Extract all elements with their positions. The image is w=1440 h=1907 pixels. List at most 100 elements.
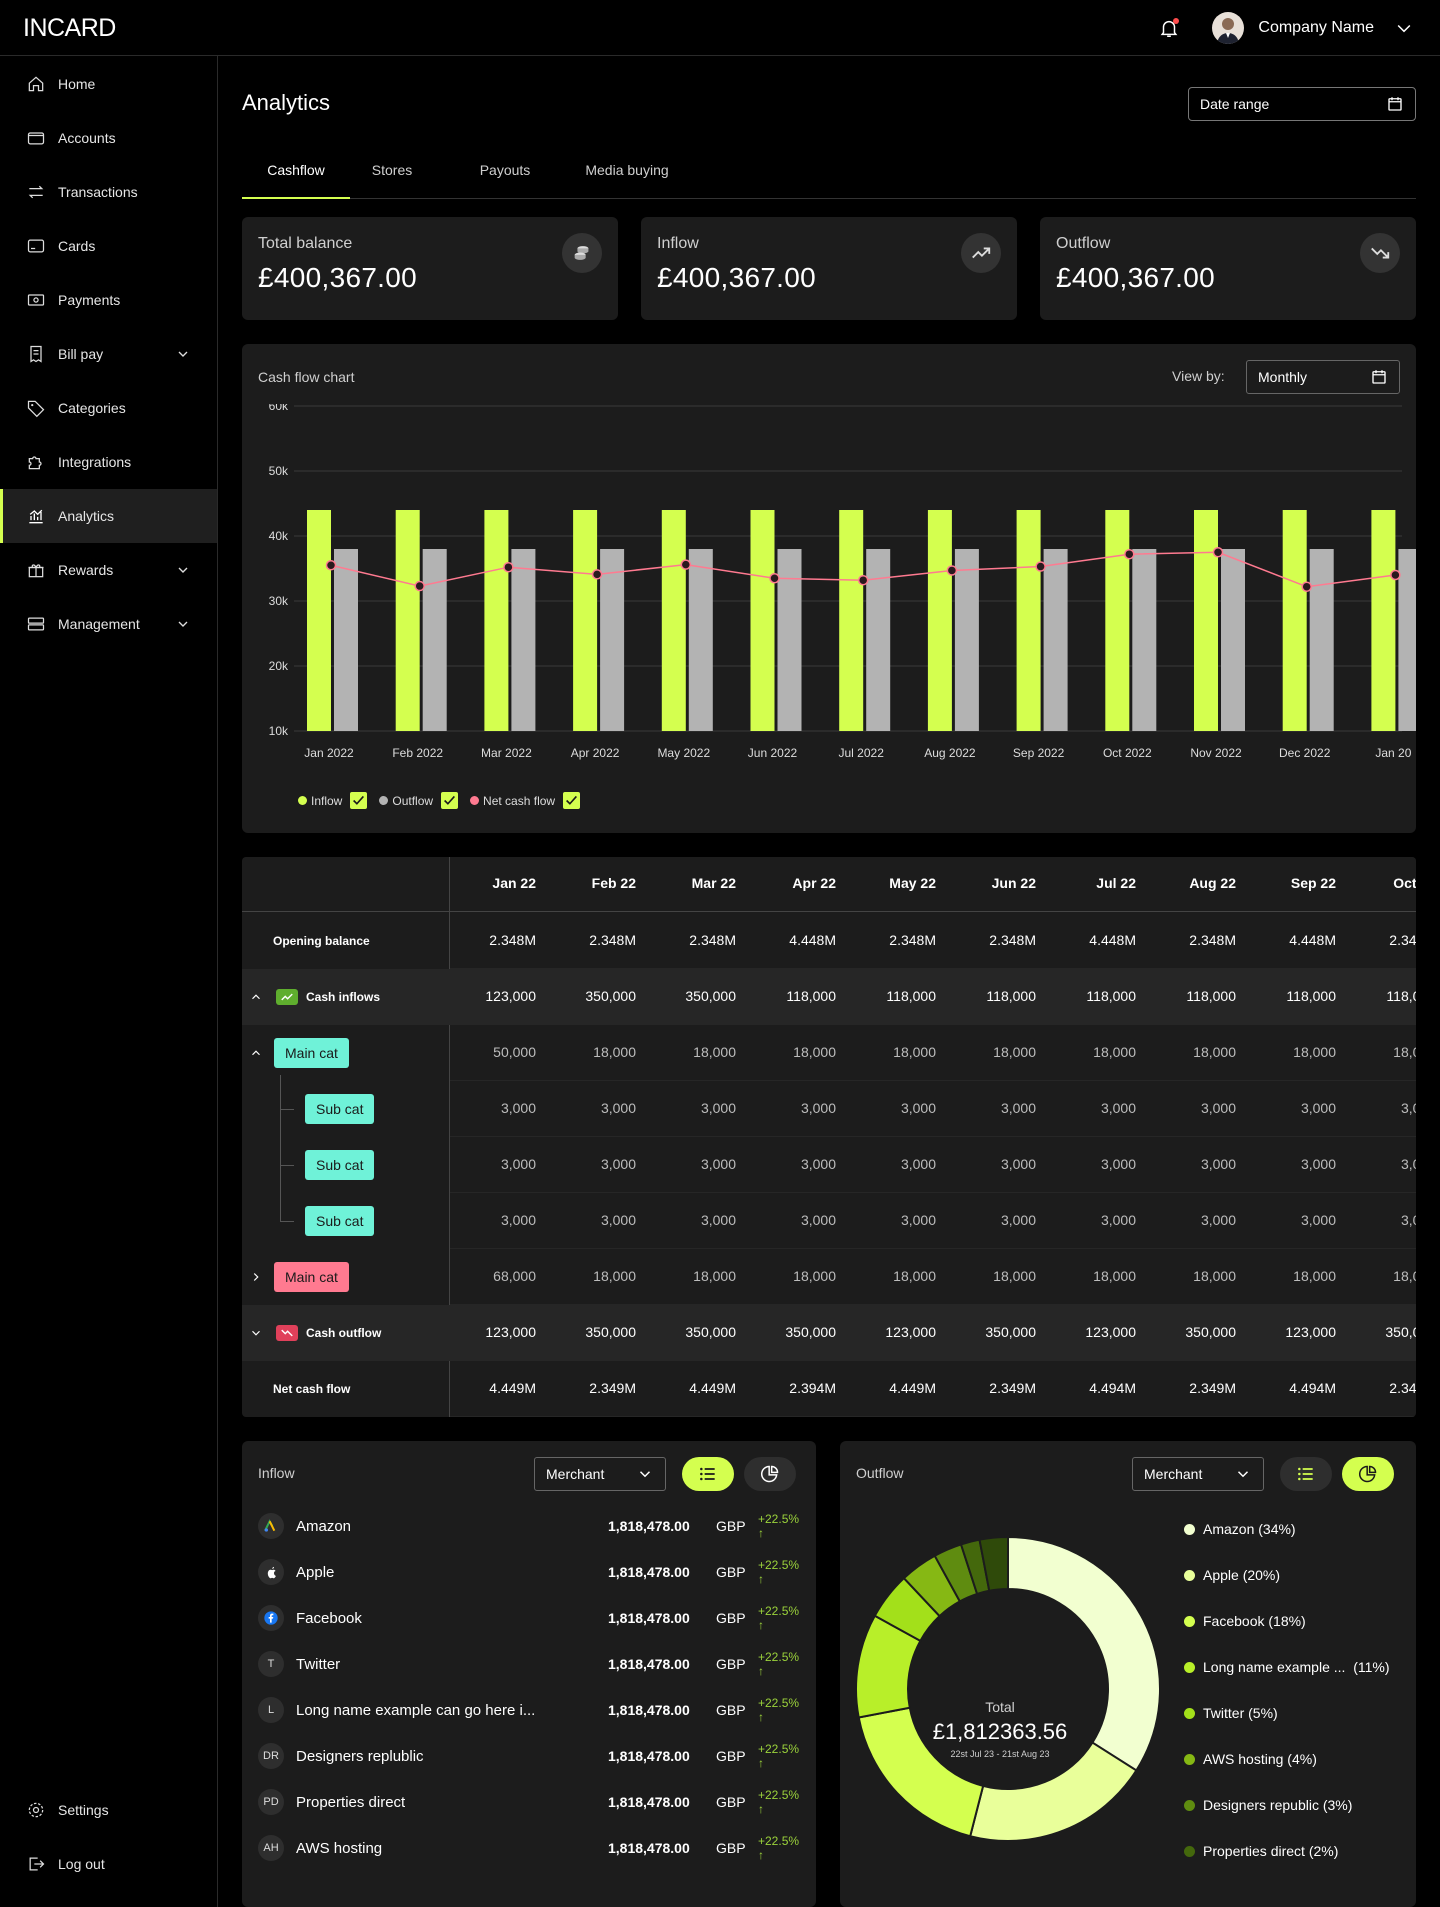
- outflow-merchant-select[interactable]: Merchant: [1132, 1457, 1264, 1491]
- table-cell: 123,000: [1085, 1324, 1136, 1340]
- category-pill[interactable]: Main cat: [274, 1262, 349, 1292]
- pie-view-toggle[interactable]: [1342, 1457, 1394, 1491]
- checkbox-checked-icon[interactable]: [350, 792, 368, 809]
- checkbox-checked-icon[interactable]: [563, 792, 581, 809]
- table-column-header[interactable]: May 22: [889, 875, 936, 891]
- tab-payouts[interactable]: Payouts: [479, 162, 531, 178]
- checkbox-checked-icon[interactable]: [441, 792, 459, 809]
- table-column-header[interactable]: Aug 22: [1189, 875, 1236, 891]
- bar-inflow: [750, 510, 775, 731]
- point-net-cash-flow: [946, 565, 958, 576]
- chevron-down-icon[interactable]: [175, 562, 191, 578]
- company-name[interactable]: Company Name: [1258, 19, 1374, 36]
- legend-item[interactable]: AWS hosting (4%): [1184, 1751, 1317, 1767]
- legend-inflow[interactable]: Inflow: [298, 792, 368, 809]
- legend-outflow[interactable]: Outflow: [379, 792, 459, 809]
- gear-icon: [28, 1802, 44, 1818]
- donut-slice[interactable]: [1007, 1535, 1160, 1772]
- notification-bell-icon[interactable]: [1158, 17, 1180, 39]
- category-pill[interactable]: Main cat: [274, 1038, 349, 1068]
- legend-item[interactable]: Apple (20%): [1184, 1567, 1280, 1583]
- table-cell: 18,000: [1093, 1044, 1136, 1060]
- list-item[interactable]: Facebook 1,818,478.00 GBP +22.5% ↑: [258, 1595, 799, 1641]
- category-pill[interactable]: Sub cat: [305, 1206, 375, 1236]
- chevron-up-icon[interactable]: [249, 1046, 263, 1060]
- table-column-header[interactable]: Mar 22: [691, 875, 736, 891]
- avatar[interactable]: [1212, 12, 1245, 44]
- y-tick-label: 50k: [269, 464, 289, 478]
- chevron-down-icon[interactable]: [249, 1326, 263, 1340]
- category-pill[interactable]: Sub cat: [305, 1150, 375, 1180]
- table-column-header[interactable]: Feb 22: [591, 875, 636, 891]
- date-range-picker[interactable]: Date range: [1188, 87, 1416, 121]
- sidebar-item-accounts[interactable]: Accounts: [0, 111, 217, 165]
- sidebar-item-cards[interactable]: Cards: [0, 219, 217, 273]
- legend-item[interactable]: Twitter (5%): [1184, 1705, 1278, 1721]
- table-data-columns: Jan 22 Feb 22 Mar 22 Apr 22 May 22 Jun 22 Jul …: [450, 857, 1416, 1417]
- list-view-toggle[interactable]: [682, 1457, 734, 1491]
- sidebar-item-rewards[interactable]: Rewards: [0, 543, 217, 597]
- logo[interactable]: INCARD: [23, 14, 116, 42]
- sidebar-item-bill-pay[interactable]: Bill pay: [0, 327, 217, 381]
- chevron-up-icon[interactable]: [249, 990, 263, 1004]
- table-column-header[interactable]: Jan 22: [492, 875, 536, 891]
- chevron-down-icon[interactable]: [175, 346, 191, 362]
- sidebar-item-logout[interactable]: Log out: [0, 1837, 217, 1891]
- bar-inflow: [1282, 510, 1307, 731]
- tab-media-buying[interactable]: Media buying: [585, 162, 669, 178]
- logout-icon: [29, 1857, 45, 1871]
- merchant-amount: 1,818,478.00: [608, 1702, 690, 1718]
- point-net-cash-flow: [1390, 569, 1401, 581]
- list-item[interactable]: AH AWS hosting 1,818,478.00 GBP +22.5% ↑: [258, 1825, 799, 1871]
- inflow-merchant-select[interactable]: Merchant: [534, 1457, 666, 1491]
- top-right-controls: Company Name: [1158, 12, 1414, 44]
- legend-item[interactable]: Designers republic (3%): [1184, 1797, 1352, 1813]
- sidebar-item-management[interactable]: Management: [0, 597, 217, 651]
- stat-card-outflow: Outflow £400,367.00: [1040, 217, 1416, 320]
- sidebar-item-categories[interactable]: Categories: [0, 381, 217, 435]
- category-pill[interactable]: Sub cat: [305, 1094, 375, 1124]
- view-by-select[interactable]: Monthly: [1246, 360, 1400, 394]
- legend-net-cash-flow[interactable]: Net cash flow: [470, 792, 581, 809]
- notification-dot: [1173, 18, 1180, 24]
- bar-outflow: [954, 549, 979, 731]
- table-column-header[interactable]: Jun 22: [991, 875, 1036, 891]
- list-item[interactable]: Amazon 1,818,478.00 GBP +22.5% ↑: [258, 1503, 799, 1549]
- list-item[interactable]: T Twitter 1,818,478.00 GBP +22.5% ↑: [258, 1641, 799, 1687]
- table-cell: 3,000: [700, 1100, 736, 1116]
- table-header-corner: [242, 857, 450, 912]
- bar-outflow: [1132, 549, 1157, 731]
- table-cell: 118,000: [1186, 988, 1236, 1004]
- sidebar-item-payments[interactable]: Payments: [0, 273, 217, 327]
- sidebar-item-settings[interactable]: Settings: [0, 1783, 217, 1837]
- list-item[interactable]: Apple 1,818,478.00 GBP +22.5% ↑: [258, 1549, 799, 1595]
- sidebar-item-analytics[interactable]: Analytics: [0, 489, 217, 543]
- merchant-currency: GBP: [716, 1610, 746, 1626]
- tab-stores[interactable]: Stores: [371, 162, 413, 178]
- donut-slice[interactable]: [978, 1535, 1009, 1592]
- pie-view-toggle[interactable]: [744, 1457, 796, 1491]
- chevron-right-icon[interactable]: [249, 1270, 263, 1284]
- list-item[interactable]: PD Properties direct 1,818,478.00 GBP +22.5%…: [258, 1779, 799, 1825]
- list-view-toggle[interactable]: [1280, 1457, 1332, 1491]
- table-column-header[interactable]: Jul 22: [1096, 875, 1136, 891]
- legend-item[interactable]: Facebook (18%): [1184, 1613, 1306, 1629]
- merchant-currency: GBP: [716, 1748, 746, 1764]
- chevron-down-icon[interactable]: [1394, 18, 1414, 38]
- legend-item[interactable]: Amazon (34%): [1184, 1521, 1296, 1537]
- legend-item[interactable]: Long name example ... (11%): [1184, 1659, 1390, 1675]
- puzzle-icon: [28, 456, 42, 470]
- legend-label: Apple (20%): [1203, 1567, 1281, 1583]
- table-column-header[interactable]: Oct 22: [1393, 875, 1416, 891]
- table-cell: 18,000: [793, 1044, 836, 1060]
- list-item[interactable]: DR Designers replublic 1,818,478.00 GBP +22.…: [258, 1733, 799, 1779]
- sidebar-item-integrations[interactable]: Integrations: [0, 435, 217, 489]
- tab-cashflow[interactable]: Cashflow: [242, 162, 350, 199]
- chevron-down-icon[interactable]: [175, 616, 191, 632]
- sidebar-item-home[interactable]: Home: [0, 57, 217, 111]
- legend-item[interactable]: Properties direct (2%): [1184, 1843, 1338, 1859]
- sidebar-item-transactions[interactable]: Transactions: [0, 165, 217, 219]
- table-column-header[interactable]: Apr 22: [792, 875, 836, 891]
- table-column-header[interactable]: Sep 22: [1290, 875, 1336, 891]
- list-item[interactable]: L Long name example can go here i... 1,818…: [258, 1687, 799, 1733]
